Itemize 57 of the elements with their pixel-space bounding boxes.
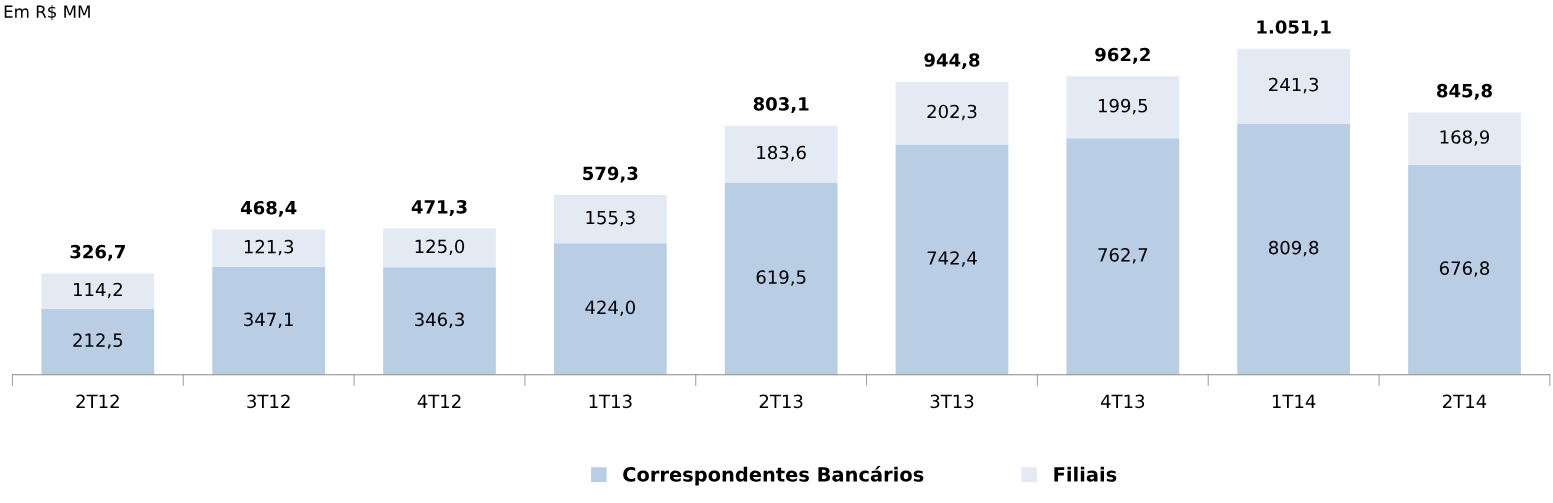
data-label: 742,4 (927, 251, 977, 267)
bar (41, 308, 155, 375)
total-label: 845,8 (1437, 83, 1492, 100)
bar (212, 267, 326, 375)
data-label: 676,8 (1439, 261, 1490, 277)
data-label: 121,3 (244, 239, 294, 256)
total-label: 803,1 (753, 97, 809, 114)
data-label: 199,5 (1098, 98, 1148, 115)
bar (1237, 123, 1351, 375)
total-label: 326,7 (70, 244, 125, 261)
bar (724, 125, 838, 183)
x-tick-label: 4T12 (417, 394, 461, 408)
data-label: 619,5 (756, 270, 806, 286)
total-label: 1.051,1 (1257, 20, 1331, 37)
x-tick-label: 2T12 (76, 394, 119, 408)
total-label: 962,2 (1095, 47, 1150, 64)
legend-label: Filiais (1054, 466, 1117, 482)
x-tick-label: 2T13 (759, 394, 803, 409)
x-tick-label: 1T13 (589, 394, 632, 409)
x-tick-label: 3T13 (930, 394, 974, 409)
bar (895, 144, 1009, 375)
x-tick-label: 3T12 (247, 394, 290, 409)
data-label: 241,3 (1269, 77, 1319, 94)
legend-label: Correspondentes Bancários (623, 465, 924, 486)
bar (41, 273, 155, 309)
data-label: 424,0 (585, 300, 635, 317)
total-label: 944,8 (924, 53, 980, 70)
bar (1408, 112, 1521, 165)
bar (1408, 164, 1521, 375)
data-label: 183,6 (757, 145, 806, 162)
bar (724, 182, 838, 375)
bar (553, 195, 667, 244)
bar (553, 243, 667, 375)
x-tick-label: 2T14 (1443, 394, 1487, 408)
total-label: 579,3 (583, 166, 638, 183)
data-label: 202,3 (927, 104, 977, 121)
bar (383, 267, 496, 375)
bar (1066, 76, 1180, 139)
data-label: 125,0 (415, 239, 465, 256)
data-label: 347,1 (244, 312, 293, 328)
data-label: 809,8 (1269, 240, 1319, 257)
data-label: 346,3 (415, 312, 464, 329)
text: Em R$ MM (4, 5, 90, 21)
bar (895, 81, 1009, 145)
data-label: 212,5 (73, 333, 123, 349)
total-label: 468,4 (240, 200, 297, 217)
bar (212, 229, 326, 268)
x-tick-label: 4T13 (1100, 394, 1145, 409)
bar (1066, 138, 1180, 375)
total-label: 471,3 (411, 199, 467, 216)
data-label: 762,7 (1098, 248, 1148, 264)
x-tick-label: 1T14 (1272, 394, 1316, 408)
bar (1237, 48, 1351, 124)
data-label: 168,9 (1440, 130, 1490, 146)
data-label: 114,2 (73, 282, 122, 299)
bar (383, 228, 496, 268)
data-label: 155,3 (586, 210, 635, 227)
